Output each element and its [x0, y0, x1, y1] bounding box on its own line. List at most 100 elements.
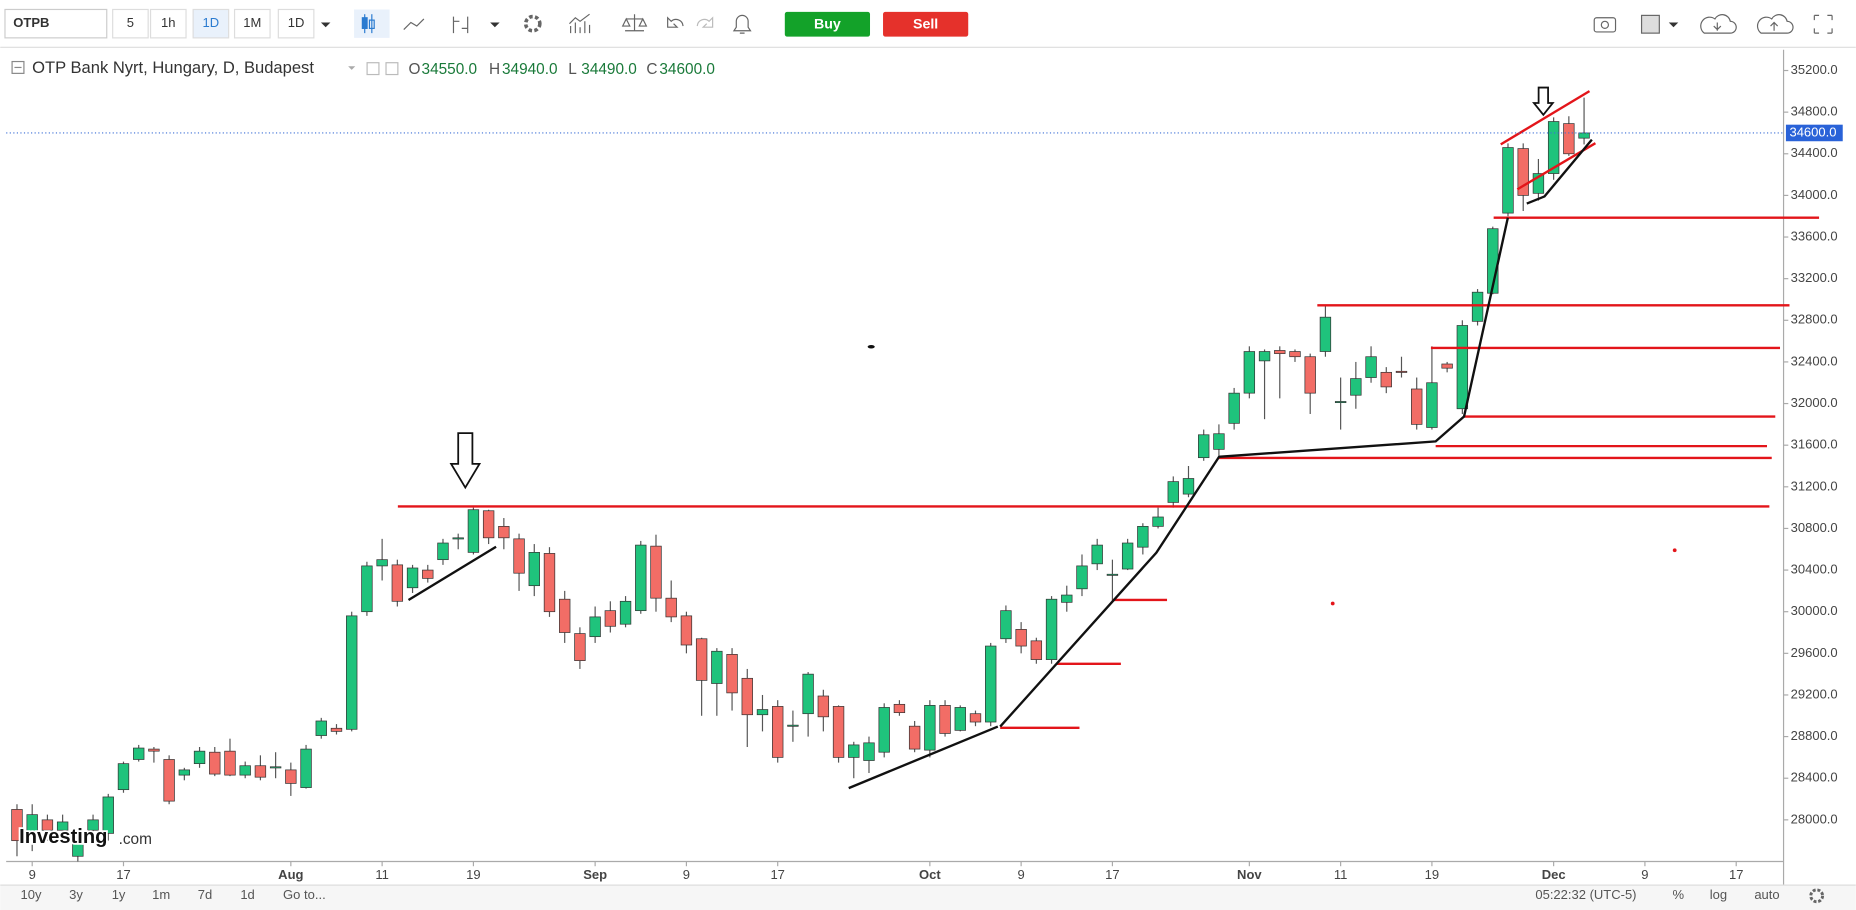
range-button[interactable]: 7d	[198, 887, 212, 902]
sell-button[interactable]	[883, 11, 969, 37]
redo-icon[interactable]	[696, 16, 714, 28]
y-tick-label: 33600.0	[1791, 228, 1838, 243]
candle-body	[239, 765, 251, 776]
candle-body	[741, 677, 753, 716]
gear-icon[interactable]	[1809, 888, 1825, 904]
dropdown[interactable]	[490, 22, 500, 28]
candle-body	[954, 707, 966, 731]
interval-button[interactable]	[233, 8, 271, 39]
indicators-icon[interactable]	[569, 13, 591, 34]
interval-button[interactable]	[112, 8, 149, 39]
range-button[interactable]: 1m	[152, 887, 170, 902]
interval-dropdown[interactable]	[320, 22, 331, 28]
symbol[interactable]: OTPB	[13, 15, 49, 30]
candle-body	[41, 819, 54, 831]
undo-icon[interactable]	[667, 16, 684, 28]
candle-body	[513, 538, 525, 574]
candle-body	[72, 840, 84, 857]
arrow-down	[449, 432, 482, 490]
candle-body	[726, 654, 738, 694]
header-icon[interactable]	[385, 62, 399, 76]
candle-body	[802, 673, 814, 715]
red-drawings	[397, 90, 1820, 729]
header-icon[interactable]	[366, 62, 380, 76]
candle-body	[56, 821, 69, 831]
range-button[interactable]: 1d	[240, 887, 254, 902]
candle-body	[619, 600, 632, 625]
candle-body	[285, 769, 297, 784]
candle-body	[1182, 478, 1195, 495]
candle-body	[376, 559, 388, 567]
candle-body	[1228, 392, 1240, 424]
x-tick-label: 9	[1641, 867, 1648, 882]
buy-label[interactable]: Buy	[814, 17, 841, 33]
interval-button[interactable]	[277, 8, 315, 39]
sell-label[interactable]: Sell	[913, 17, 938, 33]
candle-body	[1258, 351, 1271, 362]
x-tick-label: 19	[466, 867, 480, 882]
candle-body	[1289, 351, 1301, 358]
candle-body	[1334, 401, 1347, 404]
interval[interactable]: 1D	[288, 15, 305, 30]
candle-body	[1365, 356, 1377, 378]
buy-button[interactable]	[784, 11, 871, 37]
y-tick-label: 34800.0	[1791, 104, 1838, 119]
x-tick-label: 11	[375, 867, 388, 882]
title-dropdown[interactable]	[348, 66, 356, 70]
candle-body	[559, 598, 571, 633]
goto[interactable]: Go to...	[283, 887, 326, 902]
range-button[interactable]: 10y	[21, 887, 42, 902]
candle-body	[817, 695, 830, 718]
bar-icon[interactable]	[452, 16, 469, 34]
candle-body	[848, 744, 860, 758]
interval[interactable]: 1D	[203, 15, 220, 30]
y-tick-label: 34400.0	[1791, 145, 1838, 160]
scale-option[interactable]: log	[1710, 887, 1727, 902]
candle-body	[985, 645, 997, 723]
interval-button[interactable]	[149, 8, 187, 39]
red-dot	[1672, 548, 1677, 553]
candle-body	[1319, 316, 1332, 352]
alert-icon[interactable]	[732, 14, 752, 34]
ohlc-value: 34550.0	[422, 61, 478, 78]
y-tick-label: 29200.0	[1791, 686, 1838, 701]
scale-option[interactable]: %	[1672, 887, 1684, 902]
y-tick-label: 30400.0	[1791, 562, 1838, 577]
candle-body	[193, 750, 206, 765]
candle-body	[330, 727, 343, 732]
interval[interactable]: 1h	[161, 15, 175, 30]
candle-body	[422, 569, 434, 579]
candle-body	[300, 748, 312, 788]
last-price-box	[1785, 124, 1843, 142]
red-dot	[1330, 601, 1335, 606]
candle-body	[635, 544, 647, 612]
range-button[interactable]: 3y	[69, 887, 83, 902]
candle-body	[863, 742, 875, 761]
y-tick-label: 28000.0	[1791, 811, 1838, 826]
candle-body	[1121, 542, 1134, 570]
interval-button[interactable]	[192, 8, 230, 39]
compare-icon[interactable]	[621, 14, 648, 32]
candle-body	[26, 814, 38, 836]
candle-body	[1274, 350, 1286, 354]
candle-body	[908, 725, 921, 750]
y-tick-label: 28400.0	[1791, 770, 1838, 785]
interval[interactable]: 5	[127, 15, 134, 30]
candle-body	[1076, 565, 1088, 590]
interval[interactable]: 1M	[243, 15, 261, 30]
candle-body	[452, 537, 464, 540]
y-tick-label: 32000.0	[1791, 395, 1838, 410]
ohlc-key: C	[646, 61, 657, 78]
candle-body	[133, 747, 145, 760]
range-button[interactable]: 1y	[112, 887, 126, 902]
ohlc-key: H	[489, 61, 500, 78]
settings-icon[interactable]	[523, 14, 542, 33]
logo-suffix: .com	[119, 831, 152, 848]
symbol-box[interactable]	[4, 8, 108, 39]
candle-body	[1030, 640, 1043, 660]
right-toolbar-icons[interactable]	[1593, 14, 1833, 34]
scale-option[interactable]: auto	[1754, 887, 1779, 902]
candle-body	[1532, 173, 1545, 194]
line-icon[interactable]	[403, 18, 425, 31]
